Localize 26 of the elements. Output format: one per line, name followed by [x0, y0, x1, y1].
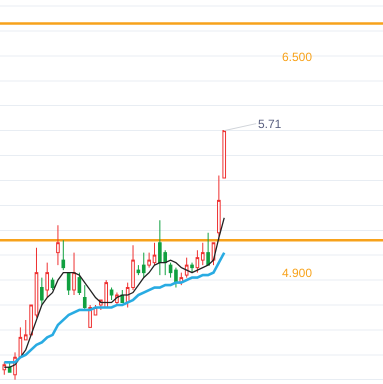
- candlestick: [222, 130, 226, 178]
- candlestick: [61, 240, 66, 271]
- candlestick: [40, 277, 44, 306]
- candlestick: [163, 250, 168, 276]
- candlestick: [110, 287, 114, 301]
- candlestick: [78, 272, 82, 296]
- candlestick: [200, 242, 205, 266]
- candlestick: [72, 252, 76, 296]
- candlestick: [18, 326, 22, 358]
- candlestick: [217, 174, 221, 241]
- candlestick: [196, 250, 200, 274]
- candlestick: [66, 272, 70, 296]
- candlestick: [136, 264, 140, 276]
- text: 6.500: [282, 50, 312, 64]
- candlestick: [82, 284, 87, 310]
- candlestick: [120, 290, 124, 303]
- text: 5.71: [258, 117, 282, 131]
- text: 4.900: [282, 266, 312, 280]
- candlestick: [190, 262, 194, 274]
- candlestick: [206, 232, 210, 266]
- candlestick: [142, 252, 146, 278]
- candlestick: [56, 224, 60, 266]
- candlestick: [45, 262, 50, 298]
- candlestick: [50, 277, 54, 291]
- candlestick: [158, 220, 162, 276]
- candlestick: [24, 319, 28, 340]
